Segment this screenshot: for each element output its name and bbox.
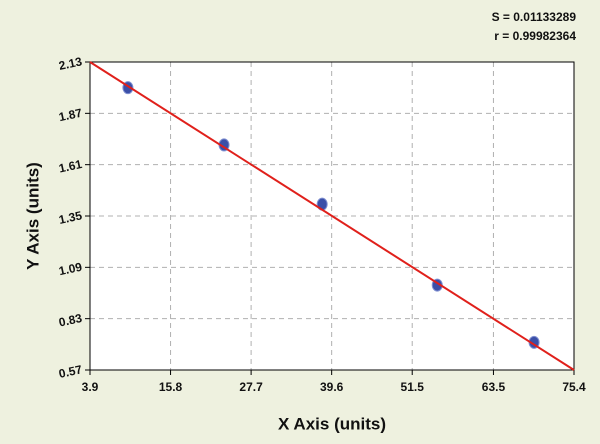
- y-tick-label: 1.35: [58, 208, 84, 227]
- y-tick-label: 1.87: [58, 106, 84, 125]
- x-tick-label: 3.9: [82, 380, 99, 394]
- x-tick-label: 51.5: [401, 380, 425, 394]
- y-tick-label: 0.57: [58, 362, 84, 381]
- y-axis-label: Y Axis (units): [23, 162, 42, 270]
- x-tick-label: 27.7: [239, 380, 263, 394]
- annotation: S = 0.01133289: [492, 10, 577, 24]
- x-tick-label: 15.8: [159, 380, 183, 394]
- x-axis-label: X Axis (units): [278, 414, 386, 433]
- x-tick-label: 39.6: [320, 380, 344, 394]
- y-tick-label: 1.09: [58, 260, 84, 279]
- y-tick-label: 0.83: [58, 311, 84, 330]
- fit-line: [89, 61, 575, 371]
- y-tick-label: 1.61: [58, 157, 84, 176]
- y-tick-label: 2.13: [58, 54, 84, 73]
- x-tick-label: 75.4: [562, 380, 586, 394]
- plot-frame: [89, 61, 575, 371]
- x-tick-label: 63.5: [482, 380, 506, 394]
- annotation: r = 0.99982364: [494, 29, 576, 43]
